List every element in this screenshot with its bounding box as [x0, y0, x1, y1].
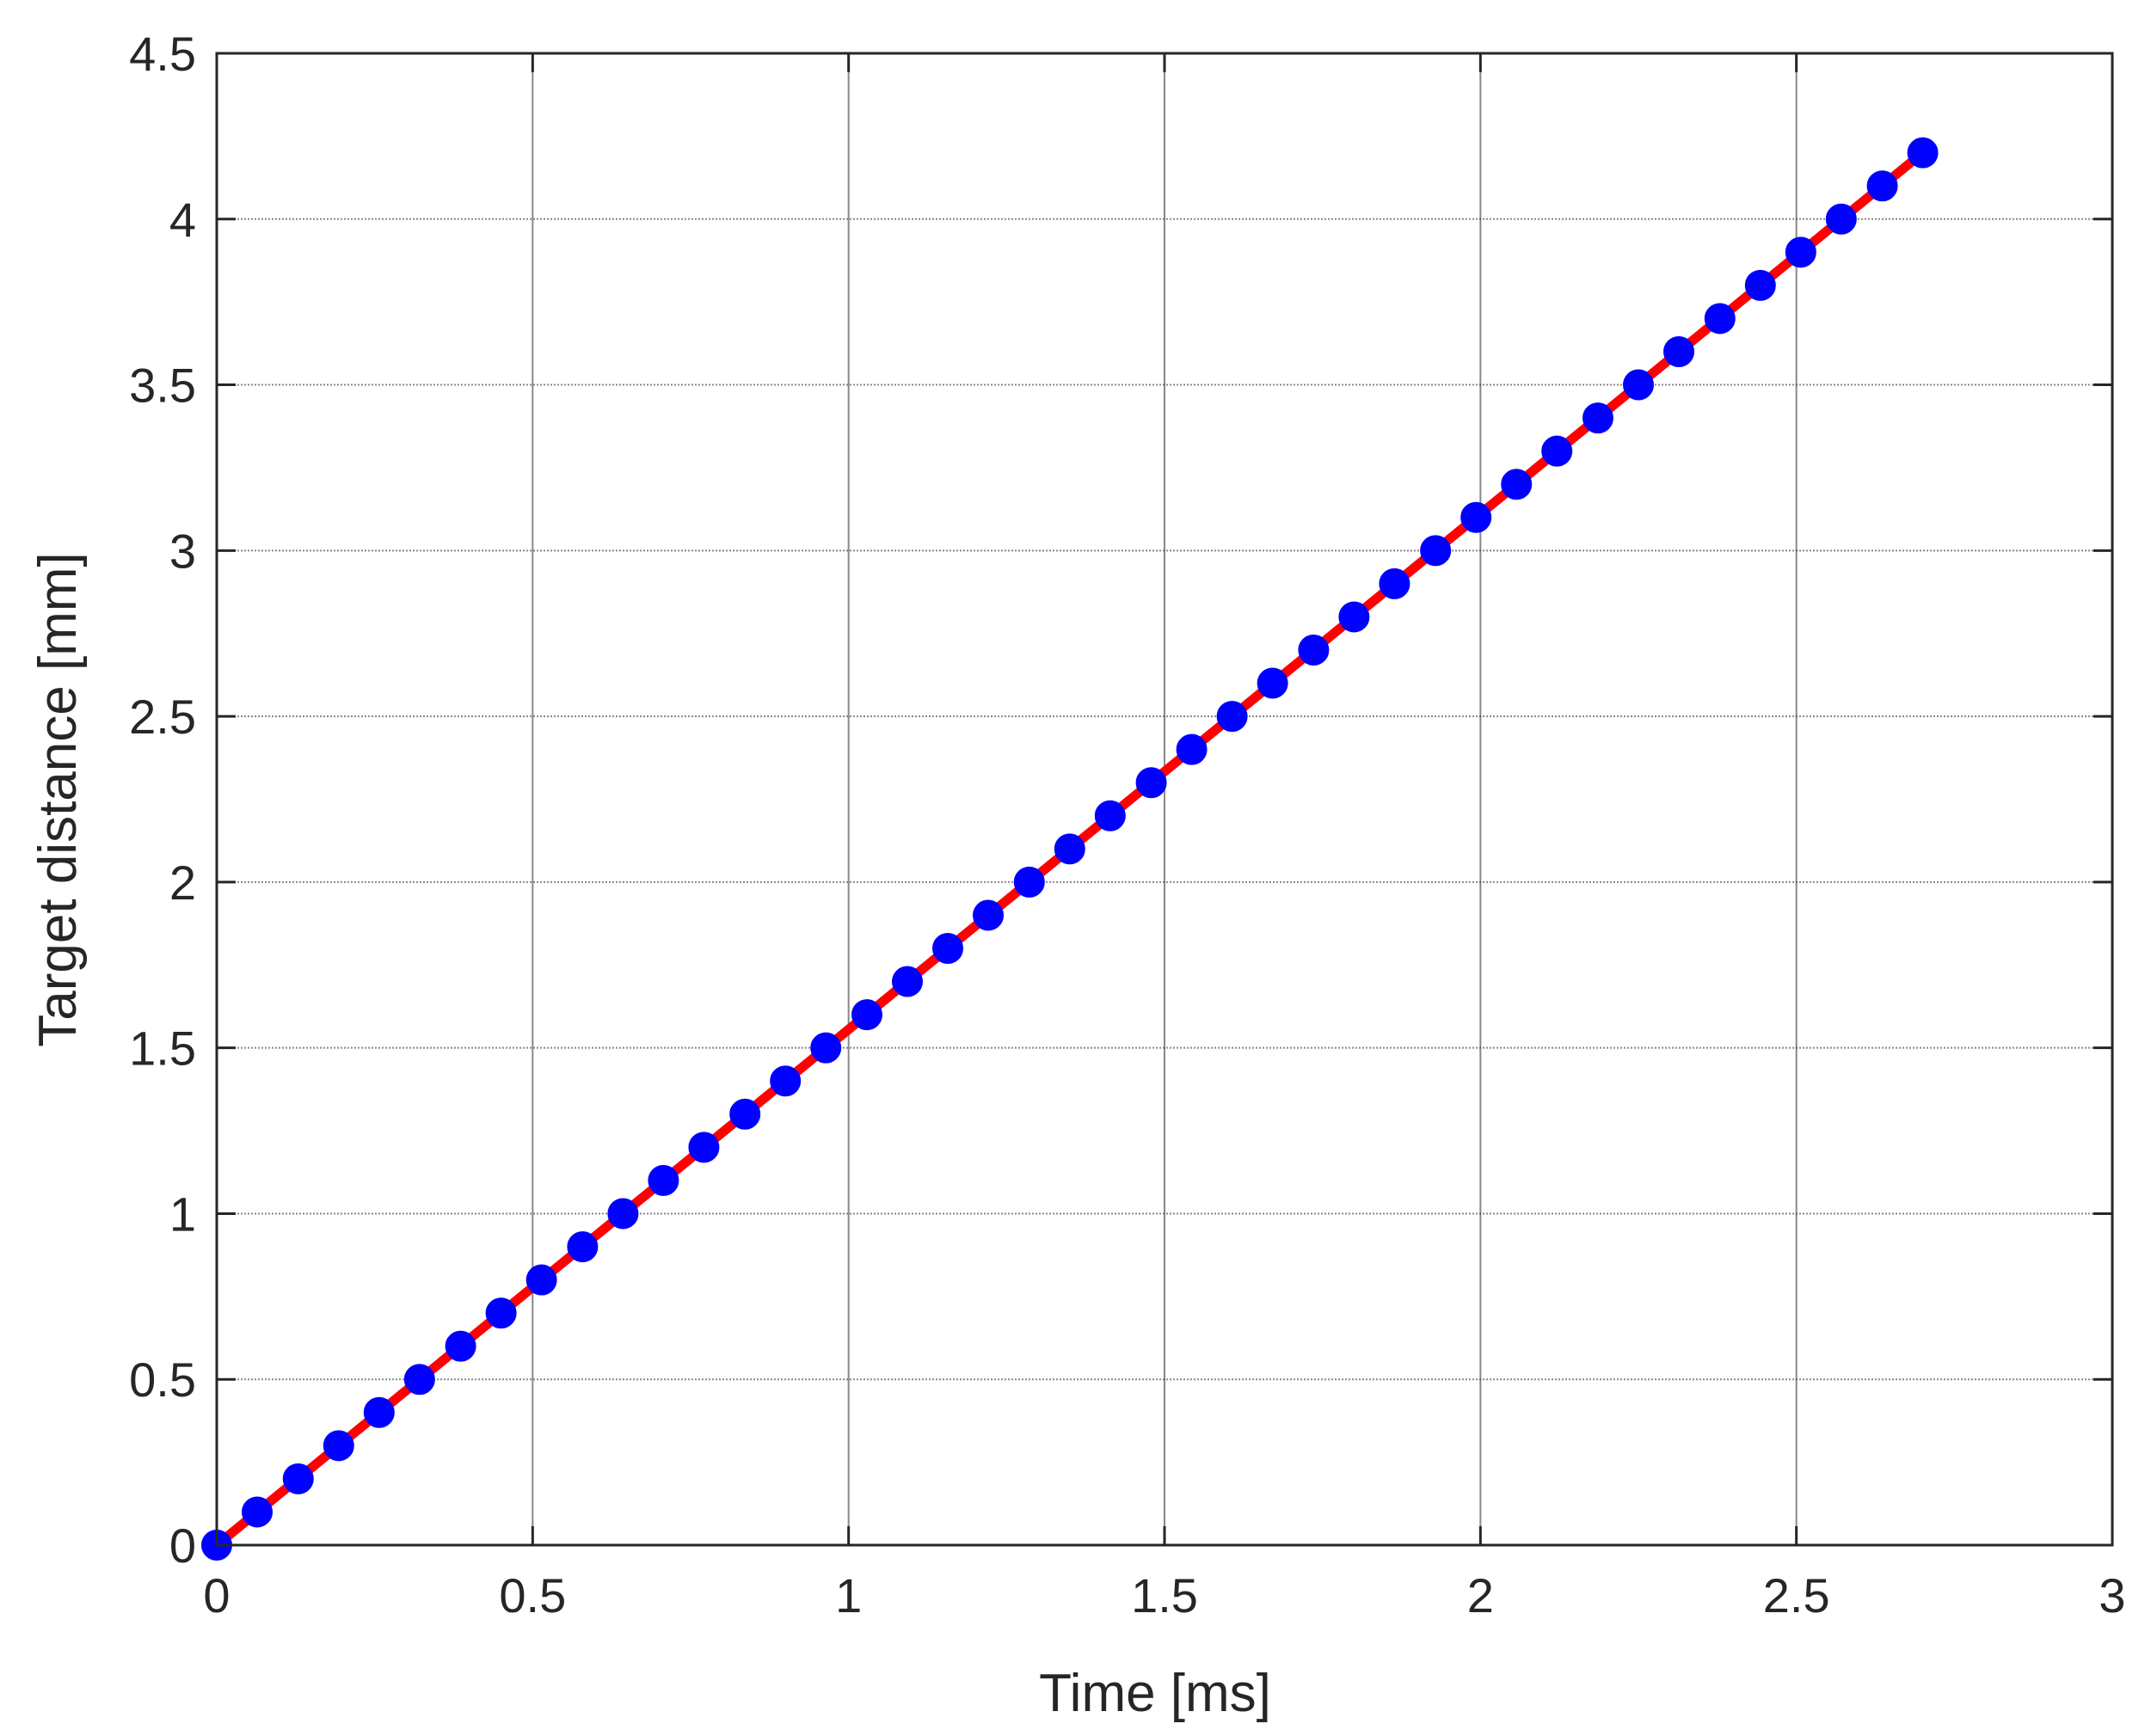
series-group [201, 137, 1939, 1561]
data-point [1135, 767, 1167, 799]
y-tick-label: 4.5 [129, 27, 196, 81]
data-point [1663, 336, 1695, 367]
axes [215, 52, 2114, 1547]
data-point [1379, 567, 1410, 599]
y-tick-label: 1.5 [129, 1021, 196, 1076]
data-point [323, 1430, 354, 1462]
data-point [607, 1198, 639, 1230]
data-point [1460, 501, 1492, 533]
tick-labels: 0 0.5 1 1.5 2 2.5 3 0 0.5 1 1.5 2 2.5 3 3.5 4 4.5 [129, 27, 2125, 1623]
data-point [770, 1065, 802, 1097]
data-point [810, 1032, 842, 1064]
data-point [1054, 833, 1085, 865]
y-axis-label: Target distance [mm] [28, 552, 88, 1046]
y-tick-label: 0 [169, 1518, 196, 1573]
data-point [1094, 800, 1126, 831]
data-point [1541, 435, 1573, 467]
data-point [485, 1297, 517, 1329]
data-point [1338, 601, 1370, 633]
y-tick-label: 2.5 [129, 690, 196, 744]
data-point [1216, 701, 1248, 733]
data-point [363, 1396, 395, 1428]
x-tick-label: 2.5 [1763, 1568, 1830, 1623]
data-point [1501, 469, 1533, 500]
data-point [1623, 369, 1654, 401]
data-point [973, 899, 1005, 931]
data-point [1176, 733, 1208, 765]
data-point [282, 1463, 314, 1494]
data-point [1013, 866, 1045, 898]
y-tick-label: 1 [169, 1187, 196, 1241]
data-point [1907, 137, 1939, 169]
x-tick-label: 2 [1467, 1568, 1494, 1623]
x-tick-label: 1.5 [1131, 1568, 1198, 1623]
data-point [445, 1330, 476, 1362]
data-point [851, 999, 882, 1031]
x-tick-label: 0.5 [499, 1568, 566, 1623]
data-point [688, 1132, 720, 1163]
x-axis-label: Time [ms] [1039, 1664, 1271, 1723]
data-point [891, 966, 923, 997]
y-tick-label: 0.5 [129, 1353, 196, 1407]
data-point [1744, 269, 1776, 301]
y-tick-label: 3.5 [129, 359, 196, 413]
y-tick-label: 2 [169, 856, 196, 910]
data-point [1257, 667, 1288, 699]
x-tick-label: 1 [835, 1568, 862, 1623]
data-point [648, 1164, 679, 1196]
data-point [525, 1264, 557, 1296]
data-point [1582, 402, 1613, 434]
data-point [1420, 535, 1452, 567]
data-point [729, 1098, 761, 1130]
data-point [1866, 170, 1898, 202]
data-point [567, 1231, 599, 1262]
x-tick-label: 3 [2099, 1568, 2125, 1623]
y-tick-label: 4 [169, 193, 196, 247]
x-tick-label: 0 [203, 1568, 230, 1623]
data-point [1298, 635, 1330, 666]
data-point [242, 1496, 273, 1528]
y-tick-label: 3 [169, 524, 196, 578]
data-point [1704, 303, 1736, 334]
data-point [403, 1364, 435, 1396]
data-point [1825, 203, 1857, 235]
data-point [1785, 236, 1816, 268]
data-point [932, 933, 964, 964]
grid [217, 53, 2112, 1545]
